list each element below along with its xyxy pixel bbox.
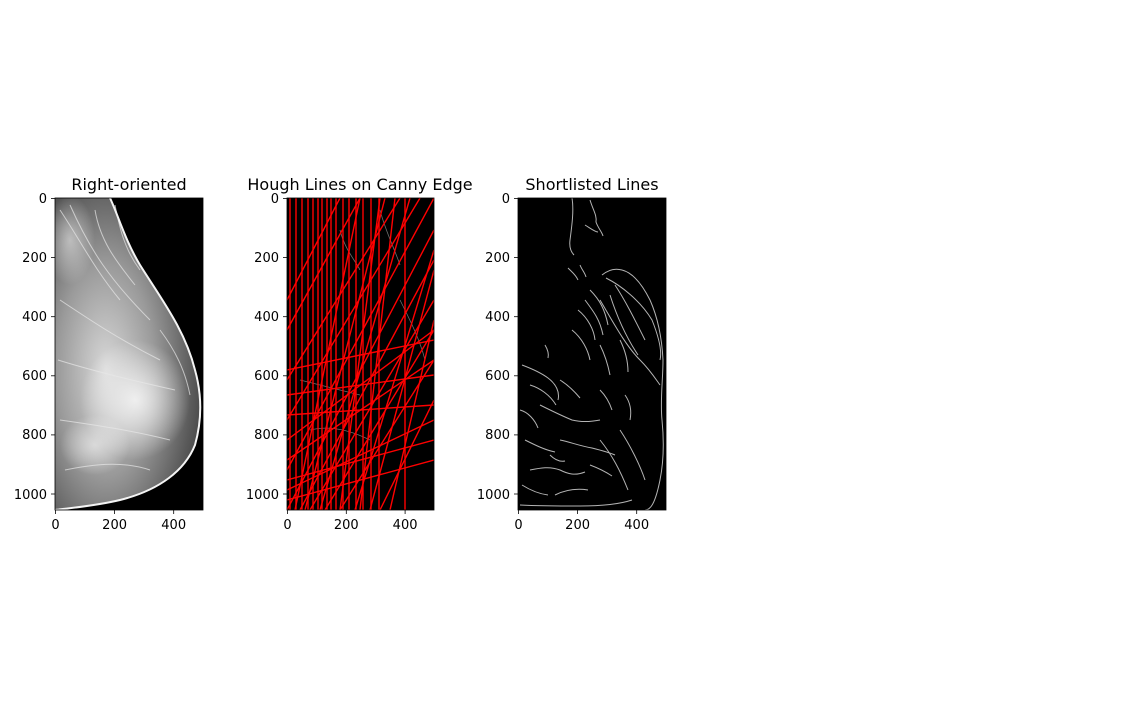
y-tick-label: 400 <box>254 310 279 325</box>
y-tick-label: 200 <box>485 251 510 266</box>
y-tick-label: 200 <box>254 251 279 266</box>
y-tick-label: 200 <box>22 251 47 266</box>
panel-title-shortlisted-lines: Shortlisted Lines <box>525 175 658 194</box>
mammogram-image <box>55 198 203 510</box>
x-tick-label: 200 <box>565 518 590 533</box>
y-tick-label: 800 <box>22 428 47 443</box>
panel-shortlisted-lines: Shortlisted Lines <box>477 175 667 533</box>
edge-contours <box>519 198 664 510</box>
panel-title-right-oriented: Right-oriented <box>71 175 186 194</box>
hough-lines <box>287 198 434 510</box>
y-tick-label: 400 <box>485 310 510 325</box>
y-tick-label: 1000 <box>246 488 279 503</box>
y-tick-label: 800 <box>254 428 279 443</box>
y-tick-label: 1000 <box>477 488 510 503</box>
x-tick-label: 200 <box>334 518 359 533</box>
y-tick-label: 600 <box>254 369 279 384</box>
x-tick-label: 0 <box>283 518 291 533</box>
y-tick-label: 400 <box>22 310 47 325</box>
x-tick-label: 0 <box>51 518 59 533</box>
y-tick-label: 800 <box>485 428 510 443</box>
y-tick-label: 600 <box>22 369 47 384</box>
x-tick-label: 0 <box>514 518 522 533</box>
panel-hough-lines: Hough Lines on Canny Edge <box>246 175 473 533</box>
hough-lines-image <box>287 198 434 510</box>
y-tick-label: 600 <box>485 369 510 384</box>
x-tick-label: 200 <box>102 518 127 533</box>
y-tick-label: 0 <box>39 192 47 207</box>
x-tick-label: 400 <box>161 518 186 533</box>
y-tick-label: 1000 <box>14 488 47 503</box>
panel-right-oriented: Right-oriented <box>14 175 204 533</box>
panel-title-hough-lines: Hough Lines on Canny Edge <box>247 175 472 194</box>
x-tick-label: 400 <box>624 518 649 533</box>
edge-map-image <box>518 198 666 510</box>
y-tick-label: 0 <box>271 192 279 207</box>
x-tick-label: 400 <box>393 518 418 533</box>
y-tick-label: 0 <box>502 192 510 207</box>
